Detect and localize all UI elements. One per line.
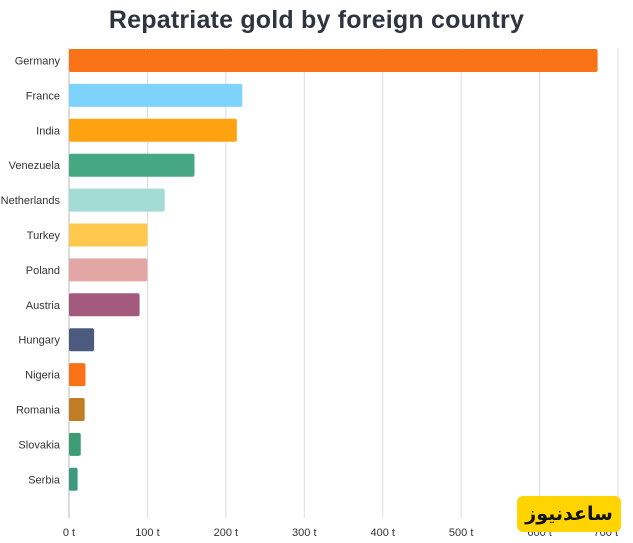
bars	[69, 49, 598, 491]
x-tick-label: 400 t	[370, 527, 394, 539]
watermark-logo: ساعدنیوز	[517, 496, 621, 532]
chart-title: Repatriate gold by foreign country	[108, 6, 525, 34]
category-label: Turkey	[27, 230, 61, 242]
x-tick-label: 300 t	[292, 527, 316, 539]
category-label: Hungary	[18, 335, 60, 347]
bar	[69, 398, 85, 421]
category-label: Germany	[15, 56, 61, 68]
x-tick-label: 0 t	[63, 527, 75, 539]
bar	[69, 188, 165, 212]
category-label: India	[36, 125, 61, 137]
bar	[69, 432, 81, 456]
x-tick-label: 100 t	[135, 527, 159, 539]
bar	[69, 118, 237, 142]
category-label: Poland	[26, 265, 60, 277]
category-label: Venezuela	[9, 160, 61, 172]
category-labels: Germany France India Venezuela Netherlands Tu…	[1, 56, 61, 487]
bar	[69, 467, 78, 491]
bar	[69, 363, 86, 387]
bar	[69, 293, 140, 317]
category-label: Austria	[26, 300, 61, 312]
category-label: Nigeria	[25, 370, 61, 382]
category-label: Slovakia	[18, 439, 60, 451]
category-label: Netherlands	[1, 195, 61, 207]
gridlines	[68, 48, 619, 518]
category-label: France	[26, 90, 60, 102]
category-label: Romania	[16, 405, 61, 417]
category-label: Serbia	[28, 474, 61, 486]
bar	[69, 153, 195, 177]
bar	[69, 258, 148, 282]
x-tick-label: 500 t	[449, 527, 473, 539]
x-tick-label: 200 t	[214, 527, 238, 539]
bar	[69, 83, 243, 107]
bar	[69, 328, 95, 352]
bar	[69, 223, 148, 247]
bar	[69, 49, 598, 72]
